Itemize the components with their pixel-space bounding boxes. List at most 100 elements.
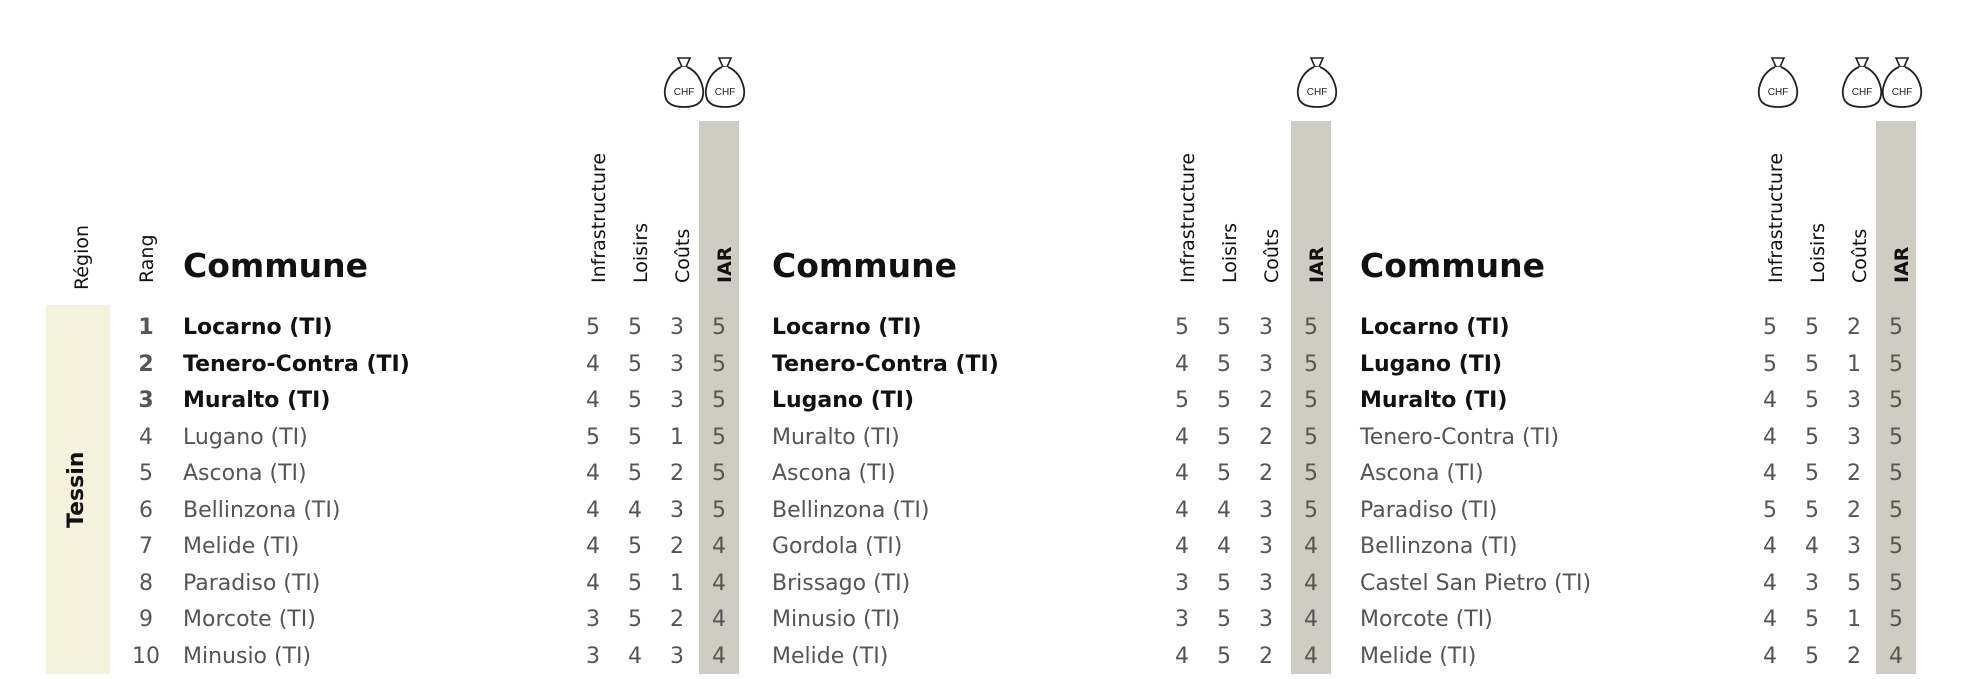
infrastructure-score: 4 — [1175, 351, 1189, 377]
loisirs-score: 5 — [1805, 315, 1819, 340]
couts-score: 2 — [670, 461, 684, 486]
commune-header: Commune — [772, 246, 958, 285]
rank-number: 6 — [139, 497, 153, 523]
loisirs-score: 4 — [1805, 534, 1819, 559]
iar-score: 5 — [712, 424, 726, 450]
iar-header: IAR — [1891, 246, 1913, 283]
infrastructure-score: 5 — [1175, 388, 1189, 413]
iar-score: 5 — [1889, 351, 1903, 377]
loisirs-score: 5 — [628, 388, 642, 413]
loisirs-score: 5 — [1217, 607, 1231, 632]
couts-score: 2 — [1259, 424, 1273, 450]
infrastructure-score: 4 — [1175, 461, 1189, 486]
iar-score: 4 — [712, 643, 726, 669]
infrastructure-header: Infrastructure — [1177, 152, 1199, 283]
iar-score: 5 — [712, 315, 726, 340]
infrastructure-score: 5 — [586, 424, 600, 450]
couts-score: 3 — [1847, 534, 1861, 559]
iar-score: 5 — [1889, 570, 1903, 596]
couts-score: 3 — [1259, 570, 1273, 596]
commune-name: Lugano (TI) — [183, 424, 308, 450]
rank-number: 9 — [139, 607, 153, 632]
rang-header: Rang — [136, 234, 158, 283]
region-header: Région — [71, 224, 93, 290]
iar-score: 5 — [1304, 424, 1318, 450]
money-bag-chf-icon: CHF — [663, 57, 705, 108]
couts-score: 3 — [1847, 424, 1861, 450]
region-name: Tessin — [64, 451, 89, 528]
infrastructure-score: 5 — [1763, 315, 1777, 340]
commune-name: Castel San Pietro (TI) — [1360, 570, 1592, 596]
couts-score: 2 — [1847, 497, 1861, 523]
rank-number: 8 — [139, 570, 153, 596]
iar-column-band — [699, 121, 739, 674]
loisirs-score: 5 — [1805, 643, 1819, 669]
svg-text:CHF: CHF — [1307, 87, 1328, 98]
couts-score: 2 — [670, 607, 684, 632]
loisirs-score: 5 — [1805, 351, 1819, 377]
loisirs-score: 5 — [1805, 424, 1819, 450]
commune-name: Morcote (TI) — [183, 607, 316, 632]
svg-text:CHF: CHF — [674, 87, 695, 98]
svg-text:CHF: CHF — [1852, 87, 1873, 98]
loisirs-header: Loisirs — [1807, 222, 1829, 283]
iar-score: 4 — [1889, 643, 1903, 669]
commune-name: Bellinzona (TI) — [772, 497, 930, 523]
iar-score: 5 — [1889, 497, 1903, 523]
couts-score: 3 — [1259, 607, 1273, 632]
couts-score: 1 — [1847, 351, 1861, 377]
infrastructure-score: 4 — [586, 497, 600, 523]
commune-name: Paradiso (TI) — [1360, 497, 1498, 523]
iar-score: 5 — [712, 461, 726, 486]
svg-text:CHF: CHF — [1768, 87, 1789, 98]
loisirs-score: 5 — [1805, 388, 1819, 413]
infrastructure-header: Infrastructure — [588, 152, 610, 283]
loisirs-score: 5 — [1217, 388, 1231, 413]
infrastructure-score: 3 — [586, 607, 600, 632]
loisirs-score: 5 — [1217, 351, 1231, 377]
iar-score: 4 — [712, 607, 726, 632]
iar-score: 5 — [1889, 607, 1903, 632]
commune-name: Melide (TI) — [772, 643, 889, 669]
money-bag-chf-icon: CHF — [1881, 57, 1923, 108]
commune-name: Tenero-Contra (TI) — [183, 351, 410, 377]
iar-score: 4 — [1304, 570, 1318, 596]
commune-name: Tenero-Contra (TI) — [772, 351, 999, 377]
loisirs-score: 4 — [1217, 497, 1231, 523]
infrastructure-score: 4 — [586, 461, 600, 486]
rank-number: 2 — [138, 351, 154, 377]
commune-name: Morcote (TI) — [1360, 607, 1493, 632]
iar-header: IAR — [714, 246, 736, 283]
iar-column-band — [1876, 121, 1916, 674]
iar-score: 5 — [712, 388, 726, 413]
couts-score: 2 — [1259, 461, 1273, 486]
loisirs-score: 4 — [628, 643, 642, 669]
commune-name: Ascona (TI) — [772, 461, 896, 486]
infrastructure-score: 4 — [1175, 424, 1189, 450]
couts-score: 3 — [1259, 497, 1273, 523]
infrastructure-score: 4 — [586, 534, 600, 559]
infrastructure-score: 4 — [586, 388, 600, 413]
iar-score: 5 — [1304, 315, 1318, 340]
svg-text:CHF: CHF — [715, 87, 736, 98]
infrastructure-score: 4 — [1763, 570, 1777, 596]
commune-name: Lugano (TI) — [1360, 351, 1503, 377]
money-bag-chf-icon: CHF — [1757, 57, 1799, 108]
commune-name: Melide (TI) — [1360, 643, 1477, 669]
loisirs-score: 3 — [1805, 570, 1819, 596]
iar-score: 5 — [1889, 534, 1903, 559]
money-bag-chf-icon: CHF — [1296, 57, 1338, 108]
infrastructure-score: 4 — [586, 351, 600, 377]
infrastructure-score: 4 — [1175, 643, 1189, 669]
infrastructure-score: 4 — [1763, 534, 1777, 559]
loisirs-score: 5 — [628, 461, 642, 486]
iar-score: 4 — [1304, 607, 1318, 632]
loisirs-score: 5 — [628, 424, 642, 450]
commune-name: Muralto (TI) — [183, 388, 331, 413]
commune-name: Locarno (TI) — [1360, 315, 1510, 340]
couts-score: 1 — [670, 424, 684, 450]
infrastructure-score: 4 — [1763, 607, 1777, 632]
infrastructure-score: 4 — [1763, 643, 1777, 669]
iar-score: 5 — [1304, 351, 1318, 377]
infrastructure-score: 5 — [1175, 315, 1189, 340]
